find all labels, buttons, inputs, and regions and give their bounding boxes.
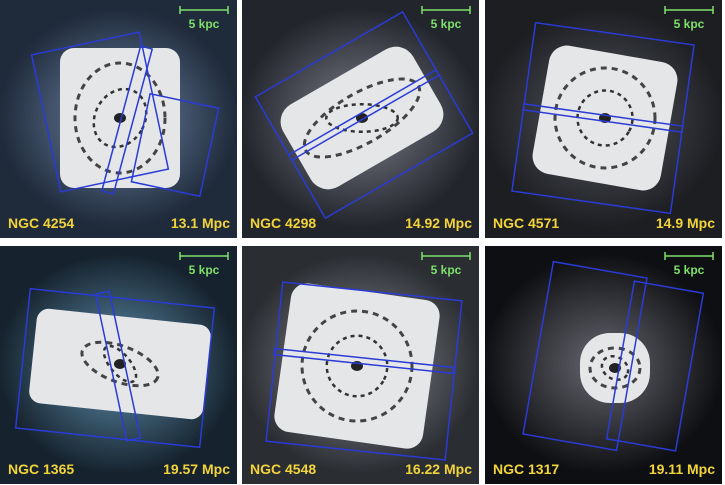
galaxy-panel: 5 kpc NGC 4254 13.1 Mpc: [0, 0, 237, 238]
galaxy-distance: 14.9 Mpc: [656, 215, 715, 231]
field-box: [522, 260, 648, 452]
galaxy-name: NGC 4548: [250, 461, 316, 477]
galaxy-distance: 16.22 Mpc: [405, 461, 472, 477]
scale-label: 5 kpc: [189, 263, 220, 277]
panel-image: 5 kpc NGC 4298 14.92 Mpc: [242, 0, 479, 238]
field-box: [94, 290, 142, 442]
scale-label: 5 kpc: [431, 17, 462, 31]
field-box: [14, 287, 216, 449]
galaxy-arms: [73, 61, 167, 175]
field-box: [100, 45, 154, 195]
galaxy-arms: [325, 334, 389, 398]
galaxy-panel: 5 kpc NGC 1317 19.11 Mpc: [485, 246, 722, 484]
galaxy-panel: 5 kpc NGC 4571 14.9 Mpc: [485, 0, 722, 238]
galaxy-arms: [325, 103, 399, 133]
field-box: [605, 280, 705, 452]
panel-image: 5 kpc NGC 4571 14.9 Mpc: [485, 0, 722, 238]
scale-label: 5 kpc: [189, 17, 220, 31]
panel-image: 5 kpc NGC 1365 19.57 Mpc: [0, 246, 237, 484]
galaxy-panel: 5 kpc NGC 1365 19.57 Mpc: [0, 246, 237, 484]
galaxy-core: [114, 359, 126, 369]
scale-label: 5 kpc: [674, 17, 705, 31]
galaxy-arms: [92, 87, 148, 149]
galaxy-arms: [576, 89, 634, 147]
panel-image: 5 kpc NGC 4548 16.22 Mpc: [242, 246, 479, 484]
galaxy-name: NGC 4254: [8, 215, 74, 231]
scale-label: 5 kpc: [674, 263, 705, 277]
galaxy-core: [114, 113, 126, 123]
galaxy-arms: [553, 66, 657, 170]
galaxy-distance: 14.92 Mpc: [405, 215, 472, 231]
field-box: [273, 347, 455, 375]
field-box: [265, 281, 463, 461]
galaxy-arms: [300, 309, 414, 423]
galaxy-arms: [302, 77, 422, 159]
galaxy-panel: 5 kpc NGC 4298 14.92 Mpc: [242, 0, 479, 238]
galaxy-name: NGC 4298: [250, 215, 316, 231]
panel-image: 5 kpc NGC 4254 13.1 Mpc: [0, 0, 237, 238]
galaxy-distance: 13.1 Mpc: [171, 215, 230, 231]
galaxy-panel: 5 kpc NGC 4548 16.22 Mpc: [242, 246, 479, 484]
field-box: [130, 92, 220, 198]
galaxy-name: NGC 1317: [493, 461, 559, 477]
field-box: [522, 103, 684, 133]
galaxy-distance: 19.57 Mpc: [163, 461, 230, 477]
galaxy-name: NGC 1365: [8, 461, 74, 477]
galaxy-distance: 19.11 Mpc: [649, 461, 715, 477]
scale-label: 5 kpc: [431, 263, 462, 277]
galaxy-name: NGC 4571: [493, 215, 559, 231]
field-box: [30, 31, 170, 193]
panel-image: 5 kpc NGC 1317 19.11 Mpc: [485, 246, 722, 484]
field-box: [287, 68, 441, 162]
